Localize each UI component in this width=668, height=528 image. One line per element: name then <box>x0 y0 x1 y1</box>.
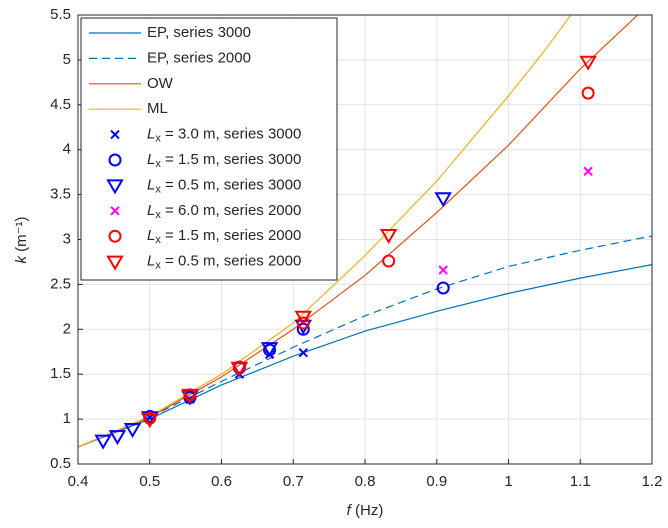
line-series <box>78 15 639 448</box>
triangle-marker <box>579 55 597 71</box>
cross-marker <box>298 347 309 358</box>
cross-marker <box>438 265 448 275</box>
triangle-marker <box>94 434 112 450</box>
legend-label: OW <box>147 75 174 92</box>
triangle-marker <box>123 422 142 438</box>
x-tick-label: 0.7 <box>283 473 304 490</box>
y-tick-label: 3.5 <box>50 186 71 203</box>
x-tick-label: 0.8 <box>355 473 376 490</box>
circle-marker <box>436 281 450 295</box>
y-tick-label: 1 <box>63 410 71 427</box>
triangle-marker <box>434 192 452 208</box>
legend-label: Lx = 0.5 m, series 2000 <box>147 253 301 272</box>
legend-label: EP, series 3000 <box>147 24 251 41</box>
line-series <box>78 264 652 448</box>
x-tick-label: 1 <box>504 473 512 490</box>
plot-area <box>78 15 652 450</box>
y-axis-label: k (m⁻¹) <box>13 216 30 263</box>
circle-marker <box>581 86 595 100</box>
x-axis-label: f (Hz) <box>347 502 384 519</box>
circle-marker <box>296 316 310 330</box>
triangle-marker <box>294 310 313 326</box>
y-tick-label: 1.5 <box>50 365 71 382</box>
y-tick-label: 4 <box>63 141 71 158</box>
triangle-marker <box>260 342 279 358</box>
circle-marker <box>108 153 122 167</box>
grid <box>77 14 653 465</box>
y-tick-label: 0.5 <box>50 455 71 472</box>
y-tick-label: 5 <box>63 51 71 68</box>
y-tick-label: 5.5 <box>50 6 71 23</box>
x-tick-label: 0.5 <box>139 473 160 490</box>
line-series <box>78 235 652 448</box>
y-tick-label: 4.5 <box>50 96 71 113</box>
y-tick-label: 2.5 <box>50 275 71 292</box>
circle-marker <box>382 254 396 268</box>
x-tick-label: 1.1 <box>570 473 591 490</box>
legend: EP, series 3000 EP, series 2000 OW ML Lx = 3… <box>80 17 338 281</box>
triangle-marker <box>106 179 124 195</box>
triangle-marker <box>106 255 124 271</box>
legend-label: ML <box>147 100 168 117</box>
x-tick-label: 1.2 <box>642 473 663 490</box>
circle-marker <box>108 229 122 243</box>
x-tick-label: 0.9 <box>426 473 447 490</box>
x-tick-label: 0.6 <box>211 473 232 490</box>
legend-label: Lx = 6.0 m, series 2000 <box>147 202 301 221</box>
triangle-marker <box>108 430 127 446</box>
legend-label: Lx = 1.5 m, series 3000 <box>147 151 301 170</box>
legend-label: Lx = 1.5 m, series 2000 <box>147 227 301 246</box>
cross-marker <box>583 166 593 176</box>
legend-box <box>80 17 338 281</box>
triangle-marker <box>181 388 199 404</box>
ticks: 0.4 0.5 0.6 0.7 0.8 0.9 1 1.1 1.20.511.522.533.5… <box>50 6 662 490</box>
legend-label: EP, series 2000 <box>147 49 251 66</box>
cross-marker <box>110 206 120 216</box>
triangle-marker <box>379 229 398 244</box>
legend-label: Lx = 0.5 m, series 3000 <box>147 176 301 195</box>
triangle-marker <box>141 413 159 429</box>
triangle-marker <box>230 361 249 377</box>
line-series <box>78 15 572 448</box>
cross-marker <box>110 129 120 140</box>
x-tick-label: 0.4 <box>68 473 89 490</box>
y-tick-label: 3 <box>63 230 71 247</box>
y-tick-label: 2 <box>63 320 71 337</box>
legend-label: Lx = 3.0 m, series 3000 <box>147 126 301 145</box>
